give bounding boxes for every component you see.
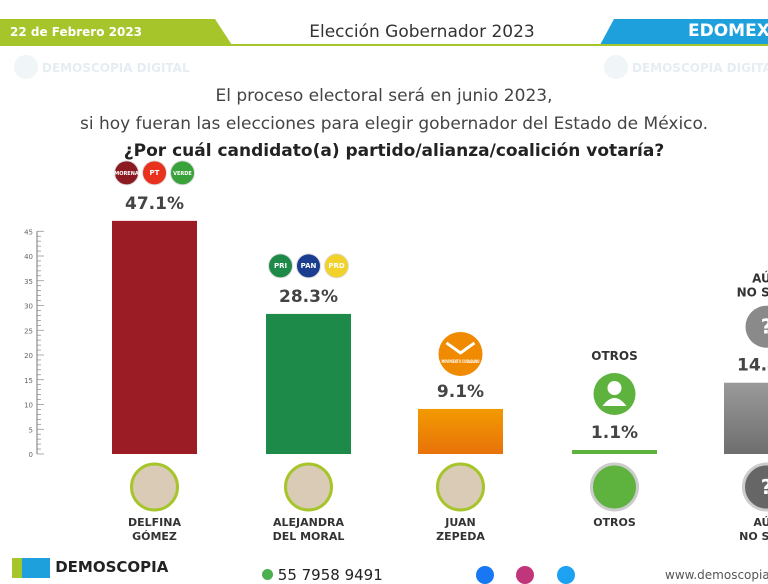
whatsapp-icon <box>262 569 273 580</box>
bar-2 <box>418 409 503 454</box>
category-label: DEL MORAL <box>273 530 345 543</box>
category-label: GÓMEZ <box>132 530 177 543</box>
y-tick-label: 10 <box>24 402 33 410</box>
y-tick-label: 40 <box>24 253 33 261</box>
category-top-label: NO SABE <box>737 286 768 300</box>
category-label: NO SABE <box>739 530 768 543</box>
party-logo-text: PRD <box>328 262 345 270</box>
instagram-icon[interactable] <box>516 566 534 584</box>
y-tick-label: 45 <box>24 228 33 236</box>
value-label: 9.1% <box>437 382 484 402</box>
footer-phone[interactable]: 55 7958 9491 <box>262 566 383 584</box>
party-logo-text: MORENA <box>114 171 139 177</box>
candidate-photo <box>438 464 484 510</box>
y-tick-label: 35 <box>24 278 33 286</box>
value-label: 14.4% <box>737 356 768 376</box>
y-tick-label: 25 <box>24 327 33 335</box>
person-icon <box>592 464 638 510</box>
watermark-logo-icon <box>604 55 628 79</box>
phone-text: 55 7958 9491 <box>278 566 383 584</box>
question-mark: ? <box>761 315 768 339</box>
watermark-logo-icon <box>14 55 38 79</box>
bar-otros <box>572 450 657 454</box>
y-tick-label: 15 <box>24 377 33 385</box>
category-top-label: AÚN <box>752 271 768 286</box>
value-label: 47.1% <box>125 194 184 214</box>
watermark: DEMOSCOPIA DIGITAL <box>632 61 768 75</box>
category-label: ZEPEDA <box>436 530 485 543</box>
party-logo-text: PT <box>150 169 160 177</box>
party-logo-text: VERDE <box>173 171 192 177</box>
footer-brand: DEMOSCOPIA <box>55 558 168 576</box>
y-tick-label: 5 <box>29 426 33 434</box>
category-label: OTROS <box>593 516 636 529</box>
category-label: AÚN <box>753 516 768 529</box>
facebook-icon[interactable] <box>476 566 494 584</box>
question-mark: ? <box>761 475 768 499</box>
bar-0 <box>112 221 197 454</box>
y-tick-label: 30 <box>24 303 33 311</box>
brand-logo-icon <box>12 558 50 578</box>
category-label: ALEJANDRA <box>273 516 344 529</box>
party-logo-text: MOVIMIENTO CIUDADANO <box>442 359 480 364</box>
twitter-icon[interactable] <box>557 566 575 584</box>
footer-website[interactable]: www.demoscopia <box>665 568 768 582</box>
category-label: DELFINA <box>128 516 181 529</box>
value-label: 1.1% <box>591 423 638 443</box>
footer-logo: DEMOSCOPIA <box>12 558 168 578</box>
bar-1 <box>266 314 351 454</box>
person-head <box>608 381 622 395</box>
y-tick-label: 0 <box>29 451 33 459</box>
y-tick-label: 20 <box>24 352 33 360</box>
category-label: JUAN <box>444 516 475 529</box>
candidate-photo <box>286 464 332 510</box>
category-top-label: OTROS <box>591 349 637 363</box>
party-logo-text: PAN <box>301 262 317 270</box>
party-logo-text: PRI <box>274 262 287 270</box>
watermark: DEMOSCOPIA DIGITAL <box>42 61 190 75</box>
candidate-photo <box>132 464 178 510</box>
value-label: 28.3% <box>279 287 338 307</box>
bar-4 <box>724 383 768 454</box>
